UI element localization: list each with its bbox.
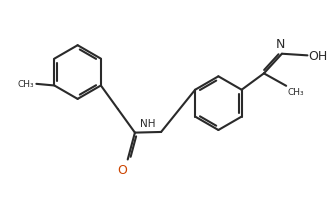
Text: CH₃: CH₃ bbox=[288, 88, 304, 97]
Text: O: O bbox=[117, 164, 127, 177]
Text: OH: OH bbox=[309, 50, 328, 63]
Text: CH₃: CH₃ bbox=[17, 80, 34, 89]
Text: NH: NH bbox=[140, 119, 156, 129]
Text: N: N bbox=[276, 38, 285, 51]
